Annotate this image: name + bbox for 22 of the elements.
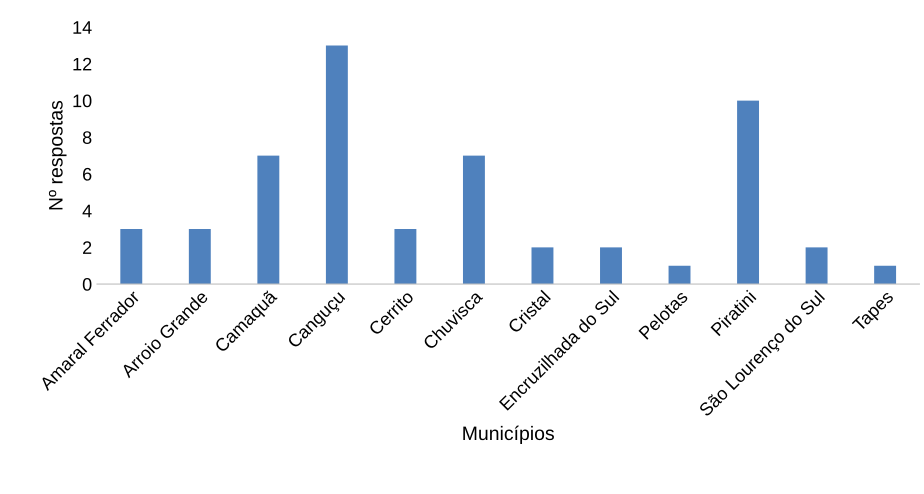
bar xyxy=(462,156,485,284)
y-tick-label: 0 xyxy=(82,278,92,291)
y-tick-label: 6 xyxy=(83,168,92,181)
y-tick-label: 10 xyxy=(73,94,92,108)
y-tick-label: 2 xyxy=(83,241,92,254)
bar xyxy=(394,229,416,284)
bar xyxy=(806,247,828,284)
y-tick-label: 4 xyxy=(82,204,92,218)
bar xyxy=(188,229,211,284)
bar xyxy=(874,266,896,284)
bar xyxy=(326,46,348,284)
bar xyxy=(532,247,554,284)
bar xyxy=(120,229,142,284)
y-axis-title: Nº respostas xyxy=(48,100,67,210)
bar xyxy=(600,247,622,284)
y-tick-label: 12 xyxy=(73,58,92,70)
x-axis-title: Municípios xyxy=(463,426,554,444)
bar xyxy=(668,266,690,284)
bar xyxy=(737,100,760,284)
bar xyxy=(257,156,280,284)
y-tick-label: 14 xyxy=(73,21,92,34)
y-tick-label: 8 xyxy=(82,131,92,144)
